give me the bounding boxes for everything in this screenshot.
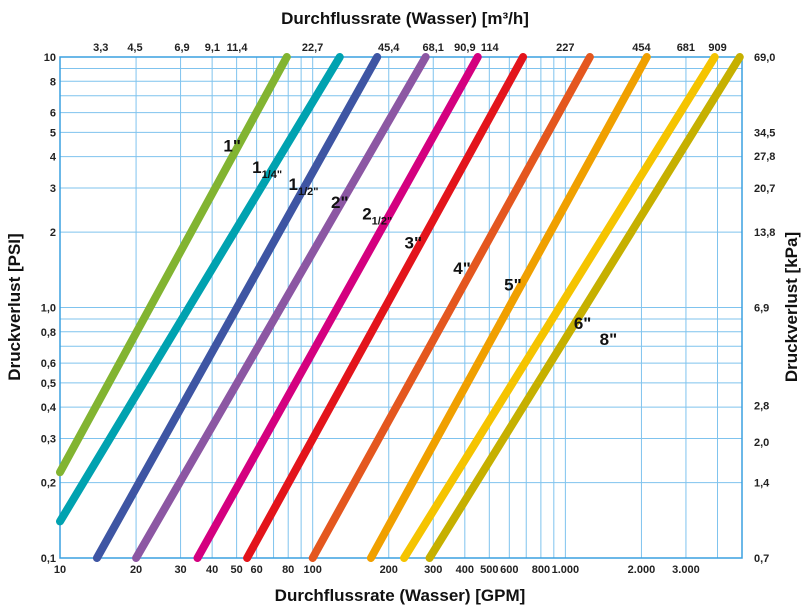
y-tick-label-left: 0,3	[41, 433, 56, 445]
x-tick-label-bottom: 80	[282, 564, 294, 576]
series-line-9	[425, 53, 744, 562]
x-tick-label-bottom: 200	[380, 564, 398, 576]
x-tick-label-bottom: 800	[532, 564, 550, 576]
x-tick-label-bottom: 300	[424, 564, 442, 576]
y-axis-label-left: Druckverlust [PSI]	[5, 233, 24, 380]
x-tick-label-bottom: 500	[480, 564, 498, 576]
y-axis-label-right: Druckverlust [kPa]	[782, 232, 801, 382]
x-tick-label-top: 6,9	[174, 42, 189, 54]
x-tick-label-top: 68,1	[422, 42, 443, 54]
series-label-0: 1"	[223, 136, 241, 155]
y-tick-label-right: 2,0	[754, 437, 769, 449]
x-tick-label-bottom: 400	[456, 564, 474, 576]
x-tick-label-top: 45,4	[378, 42, 400, 54]
series-label-7: 5"	[504, 275, 522, 294]
x-tick-label-top: 11,4	[227, 42, 249, 54]
series-label-2: 11/2"	[289, 175, 319, 198]
series-label-9: 8"	[600, 330, 618, 349]
y-tick-label-left: 5	[50, 127, 56, 139]
series-label-4: 21/2"	[362, 204, 392, 227]
y-tick-label-right: 69,0	[754, 52, 775, 64]
series-line-7	[366, 53, 651, 562]
y-tick-label-left: 1,0	[41, 303, 56, 315]
x-axis-label: Durchflussrate (Wasser) [GPM]	[275, 586, 526, 605]
y-tick-label-right: 34,5	[754, 127, 775, 139]
series-line-1	[56, 53, 344, 526]
y-tick-label-right: 27,8	[754, 151, 775, 163]
series-line-2	[92, 53, 382, 562]
grid	[59, 56, 743, 559]
y-tick-label-left: 8	[50, 76, 56, 88]
series-line-6	[308, 53, 594, 562]
y-tick-label-left: 0,2	[41, 478, 56, 490]
x-tick-label-top: 454	[632, 42, 651, 54]
series-labels: 1" 11/4" 11/2" 2" 21/2" 3" 4" 5" 6" 8"	[223, 136, 617, 348]
x-tick-label-top: 9,1	[205, 42, 220, 54]
y-tick-label-left: 0,8	[41, 327, 56, 339]
y-tick-label-left: 0,6	[41, 358, 56, 370]
y-tick-label-left: 3	[50, 183, 56, 195]
series-layer	[56, 53, 744, 562]
y-tick-label-right: 6,9	[754, 303, 769, 315]
series-label-3: 2"	[331, 193, 349, 212]
series-line-5	[243, 53, 528, 562]
x-tick-label-top: 3,3	[93, 42, 108, 54]
y-tick-label-right: 13,8	[754, 227, 775, 239]
y-tick-label-left: 0,4	[41, 402, 57, 414]
series-label-5: 3"	[404, 234, 422, 253]
x-tick-label-top: 90,9	[454, 42, 475, 54]
x-tick-label-top: 4,5	[127, 42, 142, 54]
series-label-8: 6"	[574, 314, 592, 333]
x-tick-label-top: 681	[677, 42, 695, 54]
x-tick-label-bottom: 30	[174, 564, 186, 576]
x-tick-label-bottom: 1.000	[552, 564, 580, 576]
y-tick-label-left: 4	[50, 152, 57, 164]
x-tick-label-top: 909	[708, 42, 726, 54]
y-tick-label-left: 2	[50, 227, 56, 239]
x-tick-label-bottom: 600	[500, 564, 518, 576]
tick-labels: 10 20 30 40 50 60 80 100 200 300 400 500 600 800 1.000…	[41, 42, 776, 576]
y-tick-label-left: 0,1	[41, 553, 56, 565]
series-label-1: 11/4"	[252, 158, 282, 181]
y-tick-label-right: 20,7	[754, 183, 775, 195]
x-tick-label-top: 22,7	[302, 42, 323, 54]
x-tick-label-bottom: 100	[304, 564, 322, 576]
x-tick-label-bottom: 60	[251, 564, 263, 576]
x-tick-label-bottom: 50	[230, 564, 242, 576]
y-tick-label-left: 0,5	[41, 378, 56, 390]
series-line-0	[56, 53, 291, 477]
y-tick-label-left: 10	[44, 52, 56, 64]
series-line-4	[193, 53, 482, 562]
x-tick-label-top: 114	[481, 42, 500, 54]
x-tick-label-bottom: 2.000	[628, 564, 656, 576]
series-line-8	[400, 53, 719, 562]
x-tick-label-bottom: 10	[54, 564, 66, 576]
x-tick-label-bottom: 3.000	[672, 564, 700, 576]
y-tick-label-right: 1,4	[754, 478, 770, 490]
x-tick-label-bottom: 40	[206, 564, 218, 576]
series-label-6: 4"	[453, 259, 471, 278]
series-line-3	[132, 53, 430, 562]
chart-title-top: Durchflussrate (Wasser) [m³/h]	[281, 9, 529, 28]
y-tick-label-right: 2,8	[754, 401, 769, 413]
x-tick-label-bottom: 20	[130, 564, 142, 576]
y-tick-label-left: 6	[50, 108, 56, 120]
x-tick-label-top: 227	[556, 42, 574, 54]
y-tick-label-right: 0,7	[754, 553, 769, 565]
